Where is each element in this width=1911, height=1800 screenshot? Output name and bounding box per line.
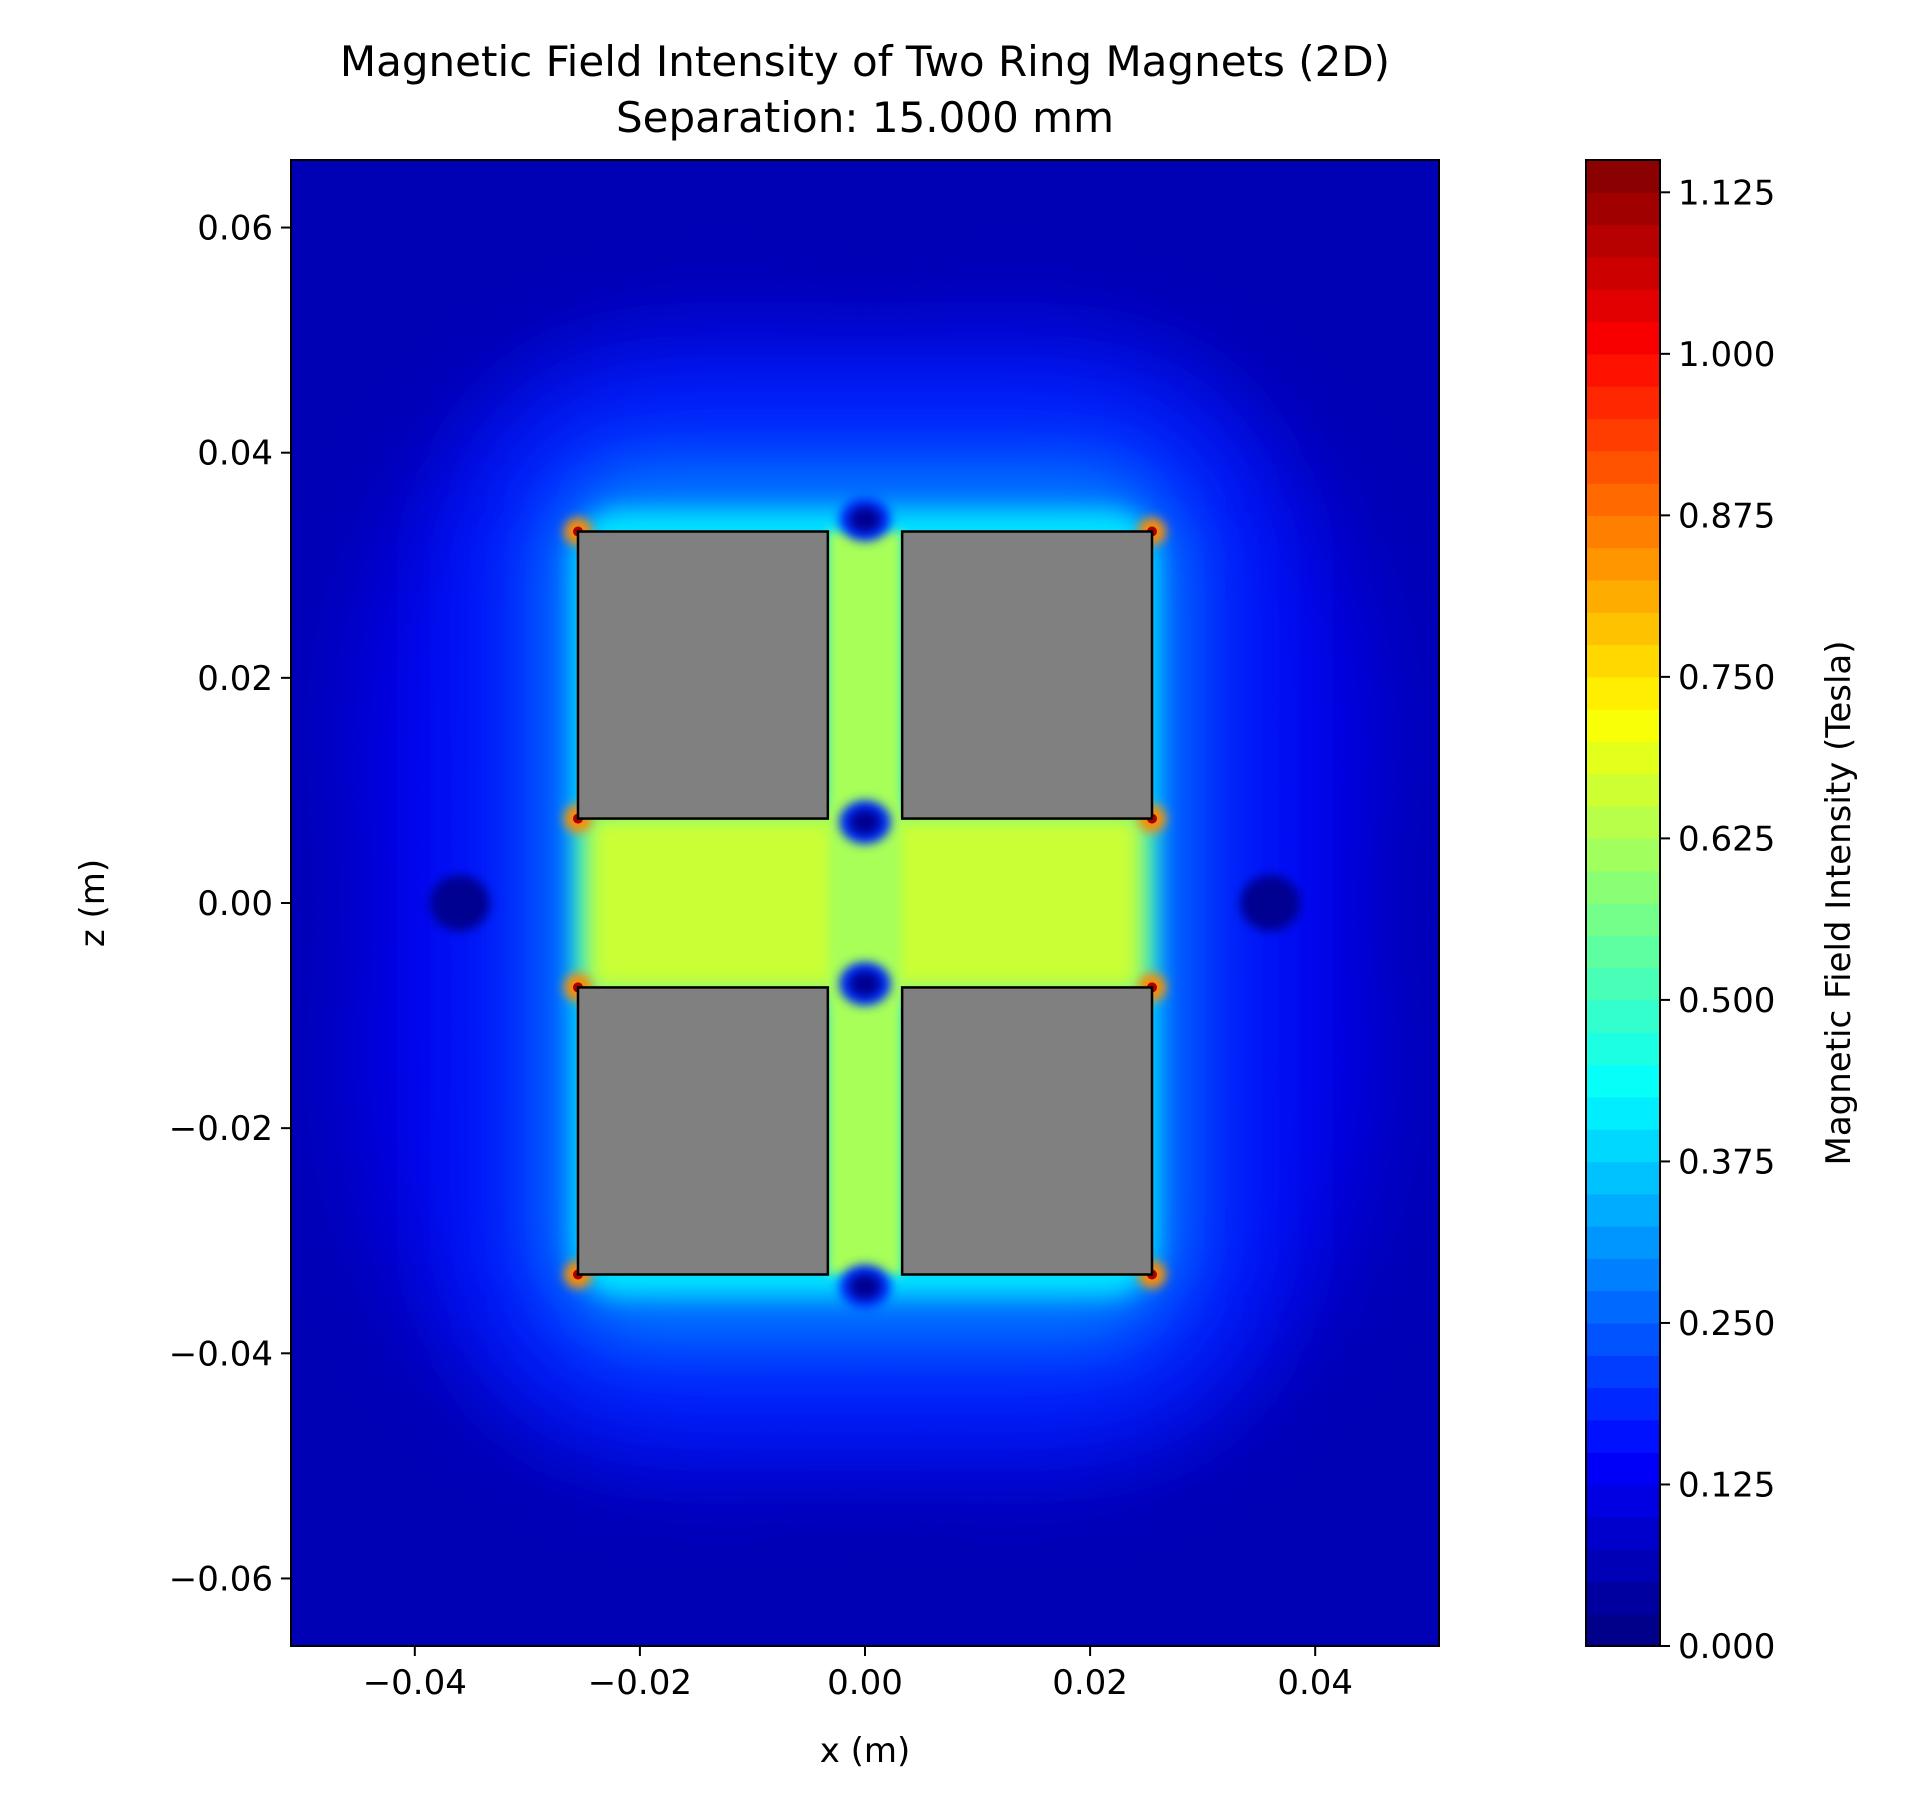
x-axis-label: x (m) (820, 1731, 911, 1771)
colorbar-band (1586, 1032, 1660, 1066)
colorbar-band (1586, 547, 1660, 581)
colorbar-band (1586, 289, 1660, 323)
colorbar-band (1586, 483, 1660, 516)
colorbar-band (1586, 1193, 1660, 1227)
colorbar-band (1586, 612, 1660, 646)
colorbar-band (1586, 224, 1660, 258)
magnet-top-right (900, 530, 1154, 820)
colorbar-band (1586, 1355, 1660, 1389)
colorbar-band (1586, 386, 1660, 420)
colorbar-band (1586, 353, 1660, 387)
y-tick-label: −0.04 (169, 1334, 273, 1374)
x-tick-label: −0.02 (588, 1663, 692, 1703)
y-axis: 0.06 0.04 0.02 0.00 −0.02 −0.04 −0.06 (169, 209, 291, 1599)
colorbar-tick-label: 0.375 (1678, 1142, 1775, 1182)
x-tick-label: −0.04 (363, 1663, 467, 1703)
colorbar-band (1586, 773, 1660, 807)
colorbar-ticks: 0.000 0.125 0.250 0.375 0.500 0.625 0.750 0.875… (1660, 173, 1775, 1667)
colorbar-tick-label: 0.875 (1678, 496, 1775, 536)
y-tick-label: 0.06 (197, 209, 273, 249)
colorbar-band (1586, 1581, 1660, 1615)
colorbar-band (1586, 579, 1660, 613)
colorbar-band (1586, 1258, 1660, 1292)
field-heatmap (291, 160, 1439, 1646)
colorbar (1585, 159, 1661, 1647)
chart-subtitle: Separation: 15.000 mm (616, 93, 1114, 142)
magnet-bottom-right (900, 986, 1154, 1276)
x-tick-label: 0.04 (1277, 1663, 1353, 1703)
colorbar-band (1586, 1419, 1660, 1453)
field-bore (827, 531, 903, 1275)
colorbar-tick-label: 0.125 (1678, 1465, 1775, 1505)
colorbar-band (1586, 1226, 1660, 1259)
colorbar-band (1586, 1452, 1660, 1486)
y-tick-label: 0.00 (197, 884, 273, 924)
colorbar-band (1586, 935, 1660, 969)
colorbar-tick-label: 0.625 (1678, 819, 1775, 859)
colorbar-tick-label: 0.500 (1678, 981, 1775, 1021)
colorbar-band (1586, 1064, 1660, 1098)
magnet-bottom-left (576, 986, 830, 1276)
y-axis-label: z (m) (73, 859, 113, 947)
colorbar-band (1586, 870, 1660, 904)
colorbar-band (1586, 676, 1660, 710)
magnet-top-left (576, 530, 830, 820)
colorbar-band (1586, 709, 1660, 743)
colorbar-tick-label: 0.000 (1678, 1627, 1775, 1667)
colorbar-band (1586, 1516, 1660, 1550)
x-tick-label: 0.00 (827, 1663, 903, 1703)
y-tick-label: 0.02 (197, 659, 273, 699)
colorbar-band (1586, 160, 1660, 193)
colorbar-band (1586, 1161, 1660, 1195)
colorbar-band (1586, 256, 1660, 290)
colorbar-band (1586, 644, 1660, 678)
magnets-layer (576, 530, 1154, 1276)
colorbar-tick-label: 0.750 (1678, 658, 1775, 698)
colorbar-tick-label: 1.125 (1678, 173, 1775, 213)
colorbar-band (1586, 741, 1660, 775)
field-minimum (849, 970, 881, 997)
colorbar-band (1586, 1290, 1660, 1324)
x-tick-label: 0.02 (1052, 1663, 1128, 1703)
y-tick-label: −0.06 (169, 1559, 273, 1599)
y-tick-label: 0.04 (197, 434, 273, 474)
colorbar-band (1586, 967, 1660, 1001)
colorbar-band (1586, 1484, 1660, 1518)
colorbar-band (1586, 450, 1660, 484)
colorbar-band (1586, 418, 1660, 452)
colorbar-band (1586, 515, 1660, 549)
y-tick-label: −0.02 (169, 1109, 273, 1149)
field-minimum (849, 1273, 881, 1300)
colorbar-label: Magnetic Field Intensity (Tesla) (1819, 640, 1859, 1165)
colorbar-band (1586, 806, 1660, 839)
colorbar-band (1586, 192, 1660, 226)
colorbar-band (1586, 1549, 1660, 1582)
colorbar-band (1586, 321, 1660, 355)
colorbar-band (1586, 1322, 1660, 1356)
colorbar-band (1586, 903, 1660, 936)
colorbar-band (1586, 999, 1660, 1033)
chart-title: Magnetic Field Intensity of Two Ring Mag… (340, 37, 1390, 86)
colorbar-tick-label: 1.000 (1678, 335, 1775, 375)
colorbar-band (1586, 1387, 1660, 1421)
colorbar-frame (1585, 159, 1661, 1647)
colorbar-tick-label: 0.250 (1678, 1304, 1775, 1344)
field-side-minimum (429, 875, 490, 931)
field-minimum (849, 506, 881, 533)
x-axis: −0.04 −0.02 0.00 0.02 0.04 (363, 1646, 1353, 1703)
colorbar-band (1586, 838, 1660, 872)
colorbar-band (1586, 1129, 1660, 1163)
colorbar-band (1586, 1096, 1660, 1130)
field-side-minimum (1240, 875, 1301, 931)
colorbar-band (1586, 1613, 1660, 1647)
field-minimum (849, 809, 881, 836)
